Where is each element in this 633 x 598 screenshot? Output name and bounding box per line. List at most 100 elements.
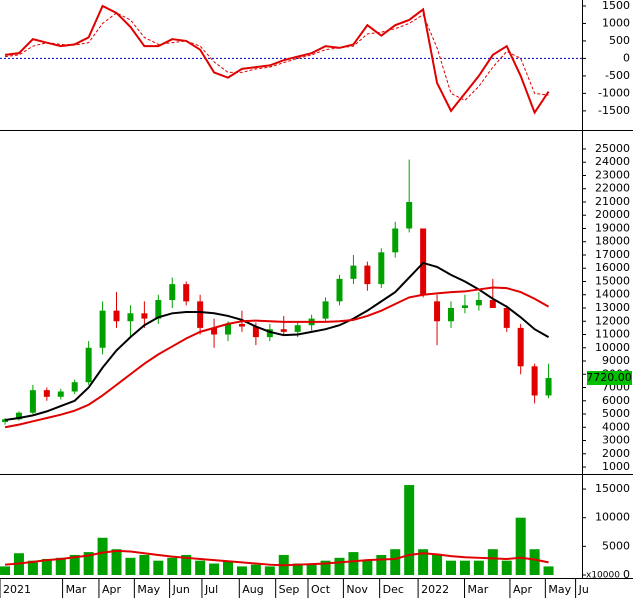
candle-body	[141, 313, 148, 319]
y-tick-label: 0	[623, 51, 630, 64]
volume-bar	[167, 557, 178, 575]
volume-bar	[264, 566, 275, 575]
candle-body	[503, 308, 510, 328]
x-tick-label: Mar	[468, 583, 489, 596]
candle-body	[336, 278, 343, 302]
candle-body	[420, 228, 427, 295]
y-tick-label: -1000	[598, 86, 630, 99]
candle-body	[127, 313, 134, 322]
volume-bar	[306, 563, 317, 575]
x-tick-label: Apr	[513, 583, 533, 596]
y-tick-label: -500	[605, 69, 630, 82]
volume-bar	[543, 566, 554, 575]
volume-bar	[445, 560, 456, 575]
candle-body	[155, 300, 162, 319]
x-tick-label: Sep	[279, 583, 300, 596]
candle-body	[57, 391, 64, 397]
x-tick-label: Ju	[578, 583, 589, 596]
y-tick-label: 22000	[595, 182, 630, 195]
y-tick-label: 21000	[595, 195, 630, 208]
candle-body	[447, 308, 454, 322]
x-tick-label: Mar	[66, 583, 87, 596]
y-tick-label: 1000	[602, 460, 630, 473]
y-tick-label: 0	[623, 568, 630, 581]
volume-bar	[55, 557, 66, 575]
candle-body	[294, 325, 301, 332]
y-tick-label: 17000	[595, 248, 630, 261]
candle-body	[211, 327, 218, 335]
y-tick-label: 12000	[595, 314, 630, 327]
candle-body	[350, 265, 357, 279]
y-tick-label: 1500	[602, 0, 630, 12]
y-tick-label: 6000	[602, 394, 630, 407]
volume-bar	[181, 554, 192, 575]
volume-bar	[236, 566, 247, 575]
candle-body	[238, 323, 245, 327]
candle-body	[406, 201, 413, 229]
x-tick-label: Aug	[242, 583, 263, 596]
candle-body	[364, 265, 371, 285]
y-tick-label: 15000	[595, 274, 630, 287]
y-tick-label: 1000	[602, 16, 630, 29]
x-tick-label: Jun	[172, 583, 190, 596]
candle-body	[489, 300, 496, 308]
x-tick-label: 2021	[3, 583, 31, 596]
volume-bar	[334, 557, 345, 575]
last-price-label: 7720.00	[586, 371, 632, 384]
x-tick-label: May	[548, 583, 571, 596]
candle-body	[183, 284, 190, 302]
x-tick-label: Dec	[383, 583, 404, 596]
volume-bar	[487, 549, 498, 575]
volume-bar	[473, 560, 484, 575]
candle-body	[43, 390, 50, 397]
moving-average	[4, 261, 550, 421]
macd-line	[4, 12, 549, 101]
y-tick-label: 18000	[595, 235, 630, 248]
candle-body	[461, 305, 468, 308]
volume-unit: x10000	[586, 571, 620, 581]
y-tick-label: 14000	[595, 288, 630, 301]
volume-bar	[348, 552, 359, 575]
candle-body	[29, 390, 36, 413]
volume-bar	[69, 554, 80, 575]
volume-bar	[362, 560, 373, 575]
volume-bar	[111, 549, 122, 575]
y-tick-label: 9000	[602, 354, 630, 367]
volume-bar	[209, 563, 220, 575]
x-tick-label: 2022	[421, 583, 449, 596]
candle-body	[280, 329, 287, 332]
candle-body	[517, 327, 524, 367]
y-tick-label: 25000	[595, 142, 630, 155]
x-tick-label: Nov	[346, 583, 368, 596]
y-tick-label: 10000	[595, 511, 630, 524]
x-tick-label: May	[137, 583, 160, 596]
candle-body	[99, 310, 106, 348]
candle-body	[85, 347, 92, 383]
y-tick-label: 2000	[602, 447, 630, 460]
moving-average	[4, 286, 550, 429]
candle-body	[197, 301, 204, 328]
x-tick-label: Jul	[204, 583, 218, 596]
candle-body	[15, 412, 22, 420]
volume-bar	[0, 566, 11, 575]
y-tick-label: 15000	[595, 482, 630, 495]
candle-body	[225, 323, 232, 335]
volume-bar	[320, 560, 331, 575]
y-tick-label: 23000	[595, 168, 630, 181]
y-tick-label: 4000	[602, 420, 630, 433]
x-tick-label: Apr	[102, 583, 122, 596]
volume-bar	[223, 560, 234, 575]
volume-bar	[376, 554, 387, 575]
volume-bar	[41, 558, 52, 575]
candle-body	[378, 252, 385, 285]
candle-body	[392, 228, 399, 253]
y-tick-label: 5000	[602, 539, 630, 552]
volume-bar	[515, 517, 526, 575]
y-tick-label: 10000	[595, 341, 630, 354]
volume-bar	[459, 560, 470, 575]
volume-bar	[390, 549, 401, 575]
volume-bar	[292, 563, 303, 575]
candle-body	[531, 366, 538, 396]
candle-body	[266, 329, 273, 338]
